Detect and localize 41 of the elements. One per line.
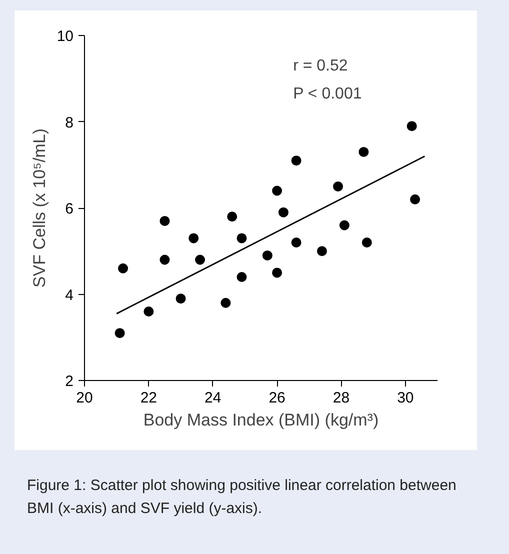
point [406,121,417,132]
point [220,298,231,308]
point [195,254,206,265]
point [227,212,238,222]
point [272,186,282,196]
point [291,238,302,248]
x-tick-label: 20 [76,390,93,406]
point [278,207,288,218]
y-tick-label: 2 [65,373,74,390]
point [176,294,186,304]
point [160,216,170,226]
annotation: P < 0.001 [293,85,362,102]
y-tick-label: 6 [65,200,74,218]
point [272,268,282,278]
y-tick-label: 8 [65,114,74,132]
caption: Figure 1: Scatter plot showing positive linear correlation between BMI (x-axis) and SVF yield (y-axis). [27,476,458,518]
x-axis-title: Body Mass Index (BMI) (kg/m³) [143,410,379,430]
x-tick-label: 30 [397,390,414,406]
point [262,250,272,260]
point [188,233,199,244]
x-tick-label: 28 [332,390,350,406]
y-axis-title: SVF Cells (x 10⁵/mL) [30,128,49,288]
point [339,220,350,230]
y-tick-label: 4 [65,286,74,304]
point [114,328,125,338]
x-tick-label: 26 [268,390,286,406]
point [358,146,369,157]
point [291,156,302,166]
x-tick-label: 22 [140,390,158,406]
annotation: r = 0.52 [293,57,348,74]
point [160,254,170,265]
point [316,246,327,256]
point [333,181,344,192]
x-tick-label: 24 [204,390,222,406]
point [118,263,128,274]
point [410,194,420,204]
point [144,306,154,316]
point [362,238,372,248]
point [236,233,247,244]
y-tick-label: 10 [56,28,74,45]
point [236,272,247,282]
